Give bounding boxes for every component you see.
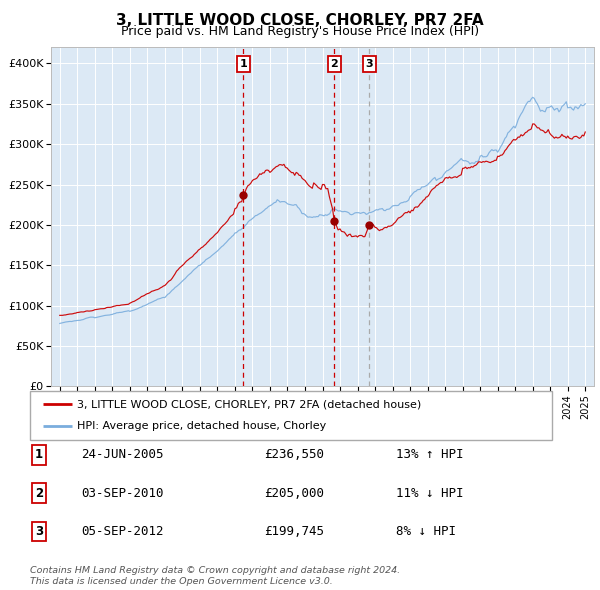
Text: Contains HM Land Registry data © Crown copyright and database right 2024.
This d: Contains HM Land Registry data © Crown c… [30,566,400,586]
Text: 3: 3 [35,525,43,538]
FancyBboxPatch shape [30,391,552,440]
Text: £205,000: £205,000 [264,487,324,500]
Text: 8% ↓ HPI: 8% ↓ HPI [396,525,456,538]
Text: £199,745: £199,745 [264,525,324,538]
Text: HPI: Average price, detached house, Chorley: HPI: Average price, detached house, Chor… [77,421,326,431]
Text: 05-SEP-2012: 05-SEP-2012 [81,525,163,538]
Text: 03-SEP-2010: 03-SEP-2010 [81,487,163,500]
Text: 2: 2 [331,59,338,69]
Text: 24-JUN-2005: 24-JUN-2005 [81,448,163,461]
Text: 2: 2 [35,487,43,500]
Text: 1: 1 [35,448,43,461]
Text: Price paid vs. HM Land Registry's House Price Index (HPI): Price paid vs. HM Land Registry's House … [121,25,479,38]
Text: 1: 1 [239,59,247,69]
Text: £236,550: £236,550 [264,448,324,461]
Text: 3: 3 [365,59,373,69]
Text: 11% ↓ HPI: 11% ↓ HPI [396,487,464,500]
Text: 3, LITTLE WOOD CLOSE, CHORLEY, PR7 2FA (detached house): 3, LITTLE WOOD CLOSE, CHORLEY, PR7 2FA (… [77,399,421,409]
Text: 13% ↑ HPI: 13% ↑ HPI [396,448,464,461]
Text: 3, LITTLE WOOD CLOSE, CHORLEY, PR7 2FA: 3, LITTLE WOOD CLOSE, CHORLEY, PR7 2FA [116,13,484,28]
